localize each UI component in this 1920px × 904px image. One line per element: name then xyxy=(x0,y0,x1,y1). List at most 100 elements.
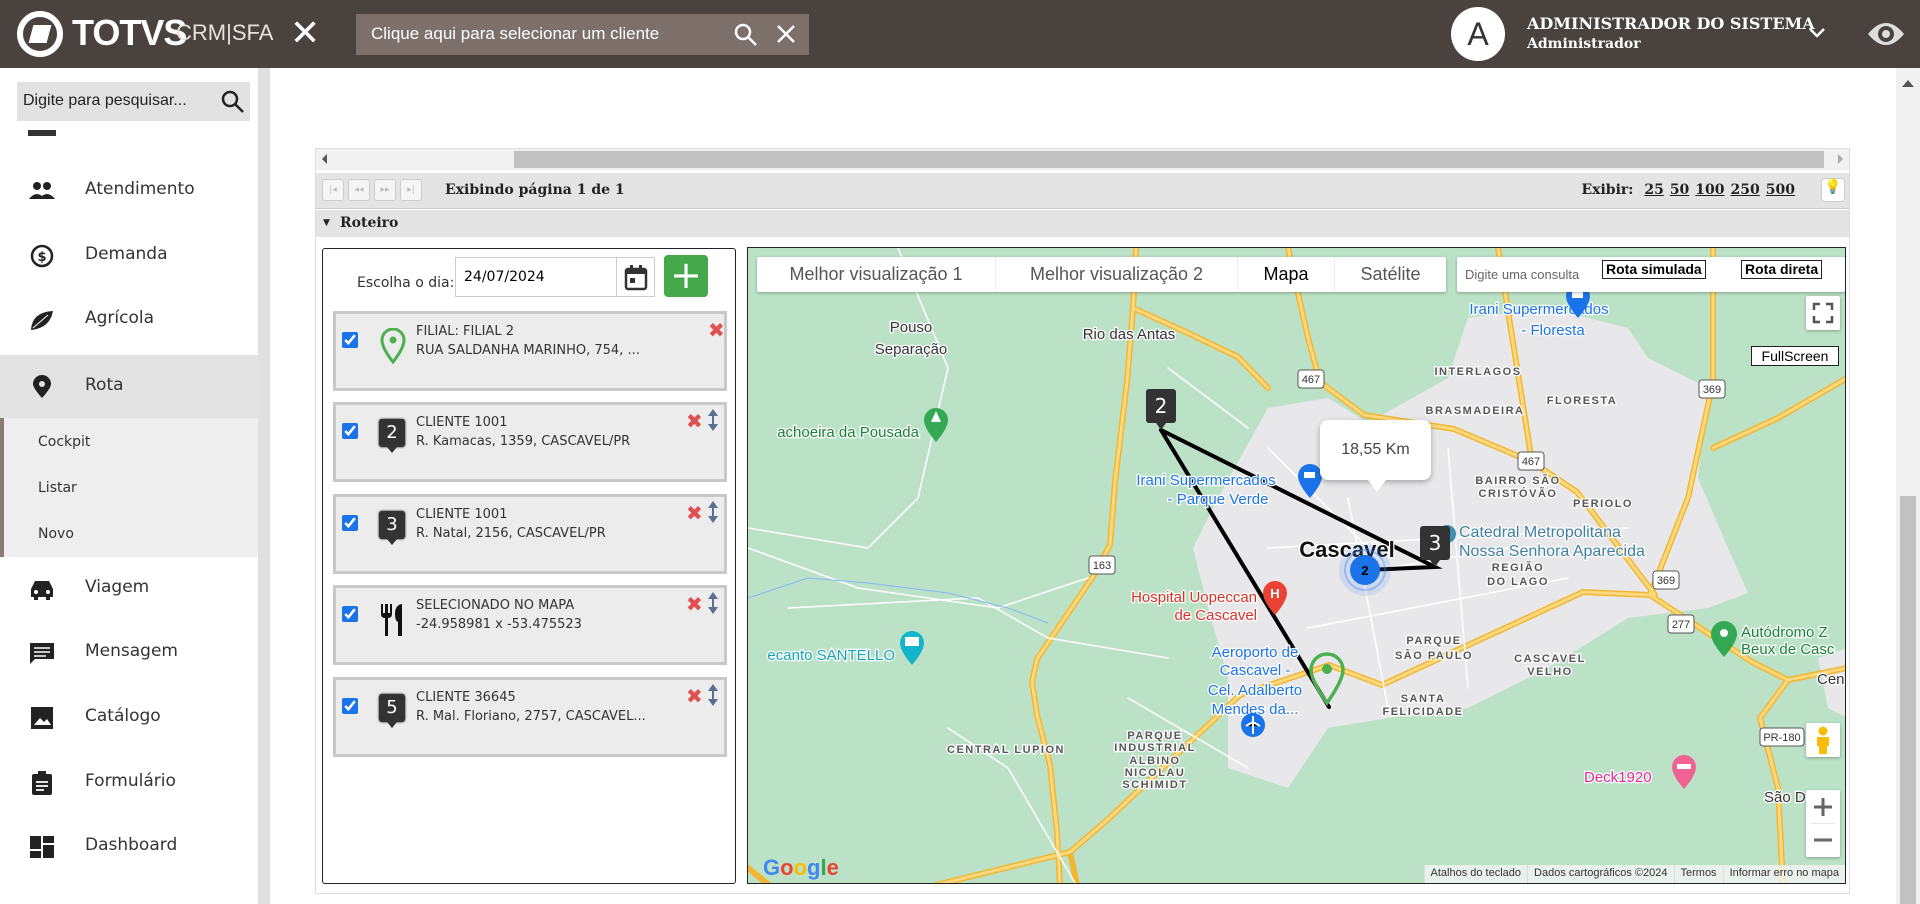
delete-icon[interactable]: ✖ xyxy=(686,684,703,708)
landmark-pin-icon[interactable] xyxy=(1711,621,1737,657)
delete-icon[interactable]: ✖ xyxy=(686,409,703,433)
image-icon xyxy=(31,707,53,729)
origin-pin-icon[interactable] xyxy=(1309,652,1345,707)
map-canvas[interactable]: Pouso Separação Rio das Antas Irani Superme… xyxy=(748,248,1846,884)
sidebar-item-rota[interactable]: Rota xyxy=(0,355,258,418)
scrollbar-thumb[interactable] xyxy=(514,151,1824,168)
page-size-500[interactable]: 500 xyxy=(1765,182,1795,198)
user-name: ADMINISTRADOR DO SISTEMA xyxy=(1527,14,1815,33)
delete-icon[interactable]: ✖ xyxy=(708,318,725,342)
scroll-left-icon[interactable] xyxy=(322,154,327,164)
prev-page-button[interactable]: ◂◂ xyxy=(348,179,370,201)
cluster-marker[interactable]: 2 xyxy=(1339,544,1391,596)
sidebar-item-mensagem[interactable]: Mensagem xyxy=(0,621,258,684)
report-error-link[interactable]: Informar erro no mapa xyxy=(1722,865,1845,883)
route-segment xyxy=(1159,428,1443,572)
delete-icon[interactable]: ✖ xyxy=(686,501,703,525)
sidebar-item-formulario[interactable]: Formulário xyxy=(0,751,258,814)
park-pin-icon[interactable] xyxy=(924,408,948,442)
google-logo[interactable]: Google xyxy=(763,855,839,880)
sidebar-item-demanda[interactable]: $ Demanda xyxy=(0,224,258,287)
page-size-100[interactable]: 100 xyxy=(1695,182,1725,198)
map-type-best-2[interactable]: Melhor visualização 2 xyxy=(996,257,1238,292)
map-type-satellite[interactable]: Satélite xyxy=(1360,264,1421,284)
submenu-item-listar[interactable]: Listar xyxy=(38,480,77,496)
lightbulb-icon[interactable]: 💡 xyxy=(1821,178,1845,202)
page-size-25[interactable]: 25 xyxy=(1644,182,1664,198)
reorder-icon[interactable] xyxy=(707,684,719,706)
client-select-field[interactable]: Clique aqui para selecionar um cliente xyxy=(356,14,809,55)
page-size-250[interactable]: 250 xyxy=(1730,182,1760,198)
street-view-pegman[interactable] xyxy=(1806,723,1840,757)
day-input[interactable] xyxy=(455,257,617,297)
zoom-out-button[interactable] xyxy=(1806,824,1840,857)
chevron-down-icon[interactable] xyxy=(1808,26,1826,40)
submenu-item-cockpit[interactable]: Cockpit xyxy=(38,434,91,450)
delete-icon[interactable]: ✖ xyxy=(686,592,703,616)
sidebar-item-atendimento[interactable]: Atendimento xyxy=(0,159,258,222)
sidebar-item-viagem[interactable]: Viagem xyxy=(0,557,258,620)
sidebar-item-label: Agrícola xyxy=(85,308,155,328)
map-label: NICOLAU xyxy=(1125,767,1186,779)
route-stop-item[interactable]: FILIAL: FILIAL 2 RUA SALDANHA MARINHO, 7… xyxy=(333,311,727,391)
stop-checkbox[interactable] xyxy=(342,606,358,622)
sidebar-item-catalogo[interactable]: Catálogo xyxy=(0,686,258,749)
keyboard-shortcuts-link[interactable]: Atalhos do teclado xyxy=(1423,865,1528,883)
submenu-item-novo[interactable]: Novo xyxy=(38,526,74,542)
first-page-button[interactable]: |◂ xyxy=(322,179,344,201)
route-stop-item[interactable]: 5 CLIENTE 36645 R. Mal. Floriano, 2757, … xyxy=(333,677,727,757)
sidebar-item-agricola[interactable]: Agrícola xyxy=(0,288,258,351)
rota-direta-button[interactable]: Rota direta xyxy=(1741,260,1823,279)
stop-checkbox[interactable] xyxy=(342,332,358,348)
eye-icon[interactable] xyxy=(1866,18,1906,50)
next-page-button[interactable]: ▸▸ xyxy=(374,179,396,201)
add-stop-button[interactable]: + xyxy=(664,255,708,297)
sidebar-item-dashboard[interactable]: Dashboard xyxy=(0,815,258,878)
roteiro-section-header[interactable]: Roteiro xyxy=(316,210,1849,237)
fullscreen-label-button[interactable]: FullScreen xyxy=(1751,346,1839,366)
scroll-up-icon[interactable] xyxy=(1902,80,1914,87)
route-stop-item[interactable]: 3 CLIENTE 1001 R. Natal, 2156, CASCAVEL/… xyxy=(333,494,727,574)
camera-pin-icon[interactable] xyxy=(900,631,924,665)
sidebar-item-label: Dashboard xyxy=(85,835,178,855)
scrollbar-thumb[interactable] xyxy=(1900,496,1916,904)
page-size-50[interactable]: 50 xyxy=(1669,182,1690,198)
route-map[interactable]: Pouso Separação Rio das Antas Irani Superme… xyxy=(747,247,1846,884)
stop-checkbox[interactable] xyxy=(342,698,358,714)
hospital-pin-icon[interactable]: H xyxy=(1263,581,1287,615)
scroll-right-icon[interactable] xyxy=(1838,154,1843,164)
zoom-in-button[interactable] xyxy=(1806,790,1840,823)
location-pin-icon xyxy=(33,375,51,398)
reorder-icon[interactable] xyxy=(707,592,719,614)
calendar-button[interactable] xyxy=(617,257,655,297)
shopping-pin-icon[interactable] xyxy=(1298,464,1322,498)
stop-checkbox[interactable] xyxy=(342,423,358,439)
route-stop-item[interactable]: 2 CLIENTE 1001 R. Kamacas, 1359, CASCAVE… xyxy=(333,402,727,482)
route-stop-item[interactable]: SELECIONADO NO MAPA -24.958981 x -53.475… xyxy=(333,585,727,665)
map-label: de Cascavel xyxy=(1174,607,1257,624)
last-page-button[interactable]: ▸| xyxy=(400,179,422,201)
route-marker-2[interactable]: 2 xyxy=(1146,389,1176,430)
map-label: ALBINO xyxy=(1129,755,1180,767)
fullscreen-button[interactable] xyxy=(1806,296,1840,330)
shopping-pin-icon[interactable] xyxy=(1566,284,1590,318)
map-type-best-1[interactable]: Melhor visualização 1 xyxy=(757,257,996,292)
hotel-pin-icon[interactable] xyxy=(1672,755,1696,789)
page-scrollbar[interactable] xyxy=(1896,68,1920,904)
reorder-icon[interactable] xyxy=(707,501,719,523)
stop-title: CLIENTE 1001 xyxy=(416,507,508,522)
avatar[interactable]: A xyxy=(1451,7,1505,61)
route-marker-3[interactable]: 3 xyxy=(1420,526,1450,567)
reorder-icon[interactable] xyxy=(707,409,719,431)
close-menu-icon[interactable]: ✕ xyxy=(290,13,321,54)
search-icon[interactable] xyxy=(221,90,245,114)
stop-checkbox[interactable] xyxy=(342,515,358,531)
rota-simulada-button[interactable]: Rota simulada xyxy=(1602,260,1706,279)
menu-search-input[interactable]: Digite para pesquisar... xyxy=(17,82,250,121)
clear-icon[interactable] xyxy=(776,24,796,44)
horizontal-scrollbar[interactable] xyxy=(316,149,1849,170)
search-icon[interactable] xyxy=(734,23,758,47)
terms-link[interactable]: Termos xyxy=(1673,865,1723,883)
airport-pin-icon[interactable] xyxy=(1241,713,1265,737)
map-type-map[interactable]: Mapa xyxy=(1238,257,1335,292)
